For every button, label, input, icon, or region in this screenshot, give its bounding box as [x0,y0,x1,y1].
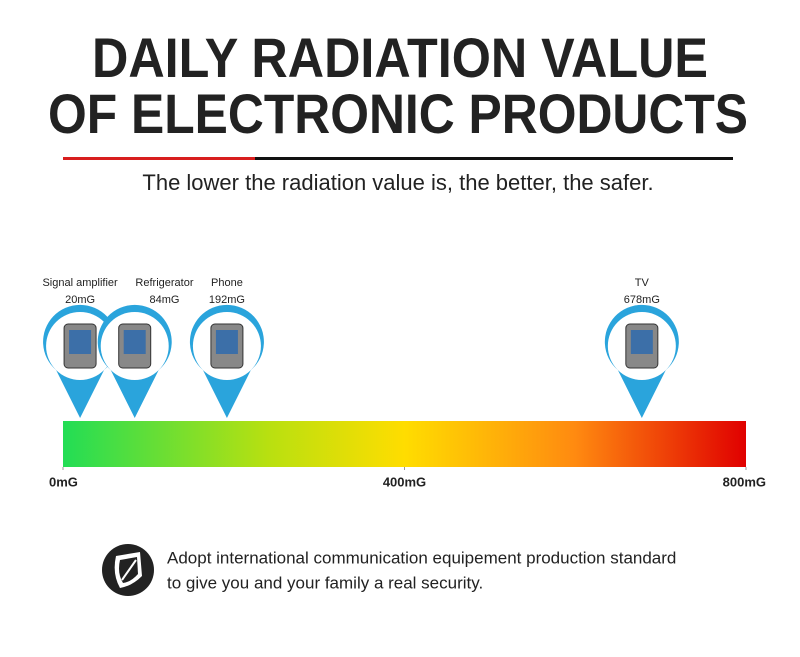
product-screen [630,330,653,354]
item-value: 84mG [149,294,179,306]
note-line: to give you and your family a real secur… [167,573,483,592]
product-screen [69,330,92,354]
item-value: 192mG [209,294,245,306]
x-tick-label: 400mG [383,474,426,489]
item-value: 678mG [624,294,660,306]
x-tick-label: 0mG [49,474,78,489]
note-line: Adopt international communication equipe… [167,548,676,567]
item-name: Refrigerator [135,277,193,289]
divider-black [255,157,733,160]
item-name: TV [635,277,650,289]
shield-icon [102,544,154,596]
title-line: DAILY RADIATION VALUE [92,26,708,89]
divider-red [63,157,255,160]
item-name: Signal amplifier [42,277,118,289]
product-screen [215,330,238,354]
product-screen [123,330,146,354]
x-tick-label: 800mG [723,474,766,489]
subtitle: The lower the radiation value is, the be… [142,170,653,195]
item-value: 20mG [65,294,95,306]
title-line: OF ELECTRONIC PRODUCTS [48,82,748,145]
scale-bar [63,421,746,467]
item-name: Phone [211,277,243,289]
